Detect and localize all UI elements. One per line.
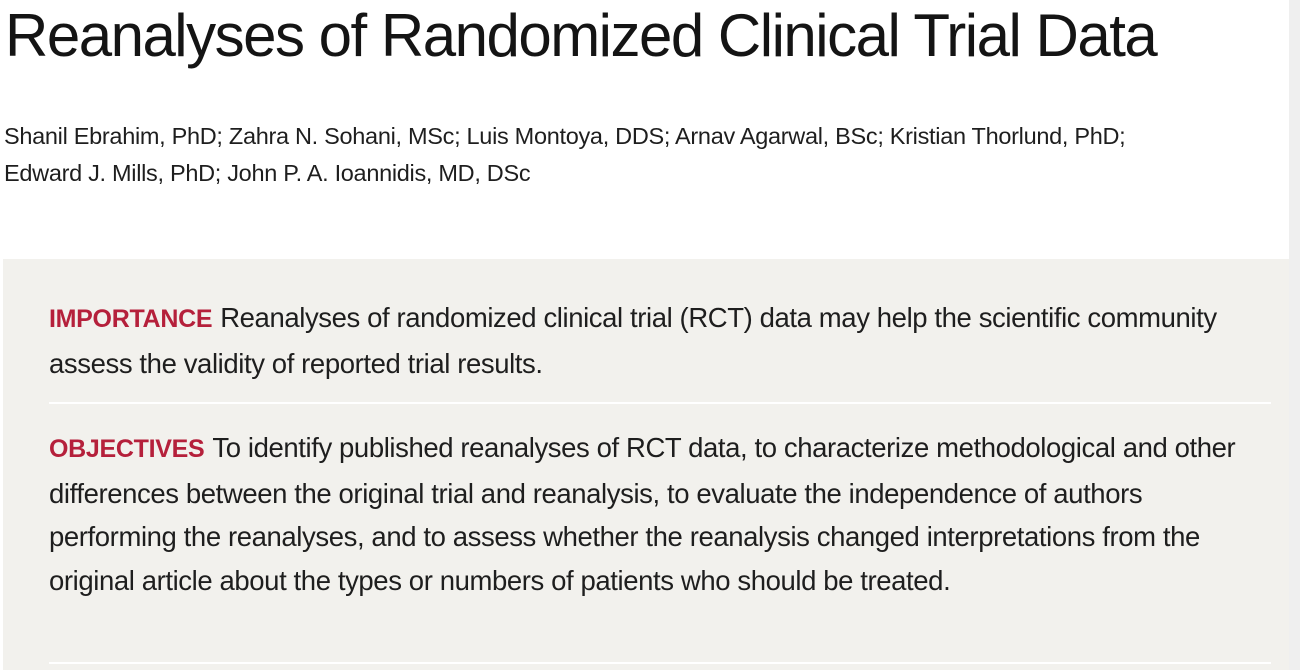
article-title: Reanalyses of Randomized Clinical Trial … [5,2,1158,69]
author-line-1: Shanil Ebrahim, PhD; Zahra N. Sohani, MS… [4,123,1126,149]
section-divider [49,402,1271,404]
section-divider [49,662,1271,664]
abstract-box: IMPORTANCE Reanalyses of randomized clini… [3,259,1289,670]
importance-label: IMPORTANCE [49,305,213,333]
author-line-2: Edward J. Mills, PhD; John P. A. Ioannid… [4,160,531,186]
abstract-section-importance: IMPORTANCE Reanalyses of randomized clini… [49,296,1274,385]
importance-text: Reanalyses of randomized clinical trial … [49,302,1217,379]
author-list: Shanil Ebrahim, PhD; Zahra N. Sohani, MS… [4,118,1284,192]
page-edge [1289,0,1300,670]
objectives-label: OBJECTIVES [49,435,205,463]
abstract-section-objectives: OBJECTIVES To identify published reanalys… [49,426,1274,602]
objectives-text: To identify published reanalyses of RCT … [49,432,1236,596]
